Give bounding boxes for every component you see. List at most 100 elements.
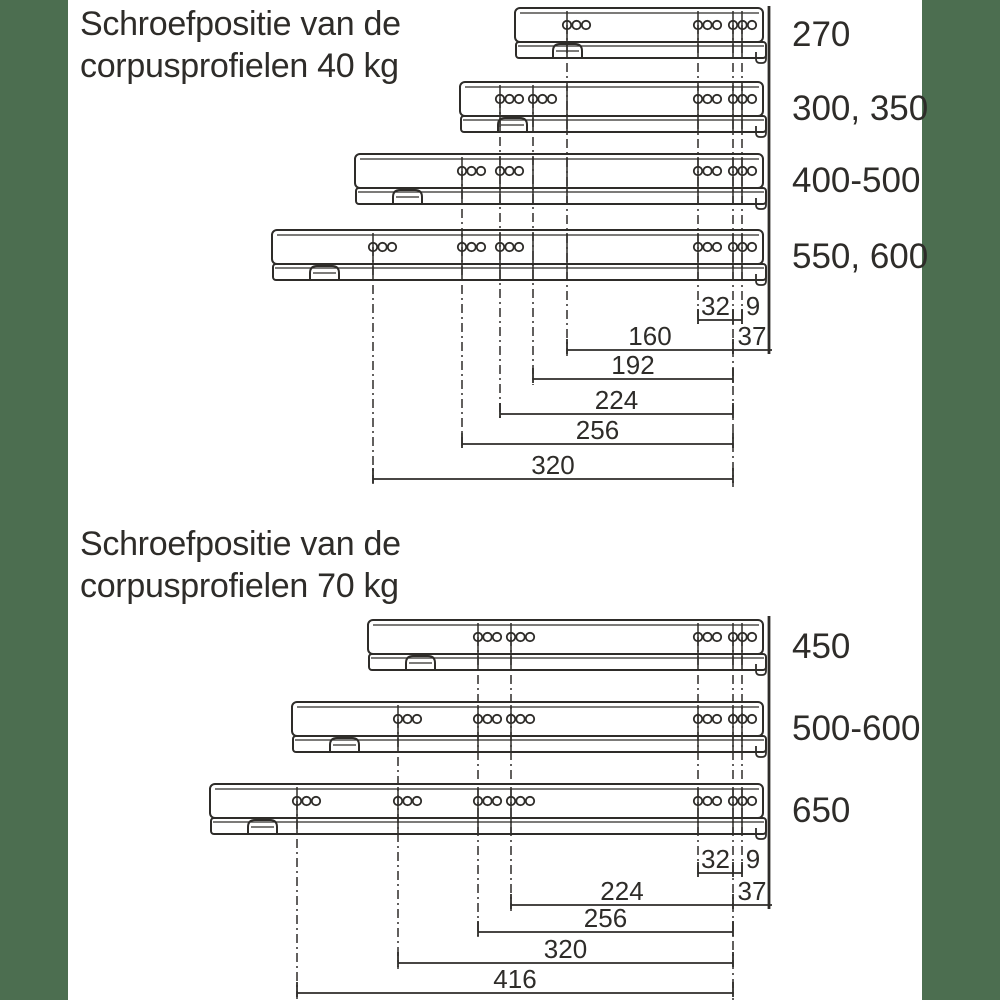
dimension-label: 32: [701, 291, 730, 321]
rail-550-600: [271, 229, 767, 286]
screw-hole: [524, 713, 536, 725]
title-line: Schroefpositie van de: [80, 5, 401, 43]
screw-hole: [746, 631, 758, 643]
rear-hook: [755, 660, 767, 676]
dimension-label: 192: [611, 350, 654, 380]
dimension-label: 320: [531, 450, 574, 480]
rear-hook: [755, 824, 767, 840]
screw-hole: [466, 165, 477, 177]
screw-hole: [711, 19, 723, 31]
rear-hook: [755, 122, 767, 138]
screw-hole: [482, 631, 493, 643]
rail-base-strip: [272, 263, 767, 281]
diagram-title-40kg: Schroefpositie van de corpusprofielen 40…: [80, 3, 401, 87]
screw-hole: [702, 795, 713, 807]
release-latch: [497, 117, 528, 131]
screw-hole: [515, 795, 526, 807]
diagram-title-70kg: Schroefpositie van de corpusprofielen 70…: [80, 523, 401, 607]
dimension-label: 9: [746, 844, 760, 874]
screw-hole: [504, 241, 515, 253]
screw-hole: [504, 165, 515, 177]
dimension-label: 9: [746, 291, 760, 321]
rail-base-strip: [292, 735, 767, 753]
dimension-label: 224: [600, 876, 643, 906]
screw-hole: [411, 795, 423, 807]
screw-hole: [386, 241, 398, 253]
screw-hole: [402, 795, 413, 807]
rear-hook: [755, 48, 767, 64]
rail-650: [209, 783, 767, 840]
rail-length-label: 450: [792, 627, 850, 666]
left-page-edge-band: [0, 0, 68, 1000]
screw-hole: [411, 713, 423, 725]
dimension-label: 224: [595, 385, 638, 415]
dimension-label: 320: [544, 934, 587, 964]
dimension-label: 416: [493, 964, 536, 994]
dimension-label: 37: [738, 321, 767, 351]
screw-hole: [746, 713, 758, 725]
rail-450: [367, 619, 767, 676]
screw-hole: [513, 165, 525, 177]
screw-hole: [475, 241, 487, 253]
screw-hole: [746, 93, 758, 105]
rear-hook: [755, 270, 767, 286]
rail-length-label: 500-600: [792, 709, 920, 748]
screw-hole: [711, 713, 723, 725]
screw-hole: [513, 93, 525, 105]
screw-hole: [491, 713, 503, 725]
rail-400-500: [354, 153, 767, 210]
dimension-label: 256: [584, 903, 627, 933]
screw-hole: [711, 795, 723, 807]
screw-hole: [524, 795, 536, 807]
screw-hole: [746, 19, 758, 31]
screw-hole: [546, 93, 558, 105]
rail-length-label: 650: [792, 791, 850, 830]
release-latch: [329, 737, 360, 751]
screw-hole: [702, 165, 713, 177]
screw-hole: [571, 19, 582, 31]
rail-270: [514, 7, 767, 64]
screw-hole: [746, 241, 758, 253]
screw-hole: [524, 631, 536, 643]
screw-hole: [711, 631, 723, 643]
dimension-label: 256: [576, 415, 619, 445]
rail-length-label: 300, 350: [792, 89, 928, 128]
screw-hole: [702, 631, 713, 643]
title-line: Schroefpositie van de: [80, 525, 401, 563]
screw-hole: [580, 19, 592, 31]
right-page-edge-band: [922, 0, 1000, 1000]
screw-hole: [711, 165, 723, 177]
rail-length-label: 550, 600: [792, 237, 928, 276]
screw-hole: [702, 93, 713, 105]
screw-hole: [301, 795, 312, 807]
screw-hole: [702, 19, 713, 31]
release-latch: [405, 655, 436, 669]
screw-hole: [702, 241, 713, 253]
screw-hole: [702, 713, 713, 725]
screw-hole: [402, 713, 413, 725]
rail-base-strip: [210, 817, 767, 835]
screw-hole: [475, 165, 487, 177]
screw-hole: [310, 795, 322, 807]
screw-hole: [711, 241, 723, 253]
dimension-label: 37: [738, 876, 767, 906]
dimension-label: 160: [628, 321, 671, 351]
screw-hole: [513, 241, 525, 253]
rear-hook: [755, 194, 767, 210]
screw-hole: [711, 93, 723, 105]
rear-hook: [755, 742, 767, 758]
title-line: corpusprofielen 70 kg: [80, 567, 399, 605]
release-latch: [247, 819, 278, 833]
screw-hole: [482, 713, 493, 725]
screw-hole: [491, 795, 503, 807]
release-latch: [392, 189, 423, 203]
screw-hole: [377, 241, 388, 253]
release-latch: [309, 265, 340, 279]
screw-hole: [504, 93, 515, 105]
rail-500-600: [291, 701, 767, 758]
dimension-label: 32: [701, 844, 730, 874]
screw-hole: [746, 795, 758, 807]
